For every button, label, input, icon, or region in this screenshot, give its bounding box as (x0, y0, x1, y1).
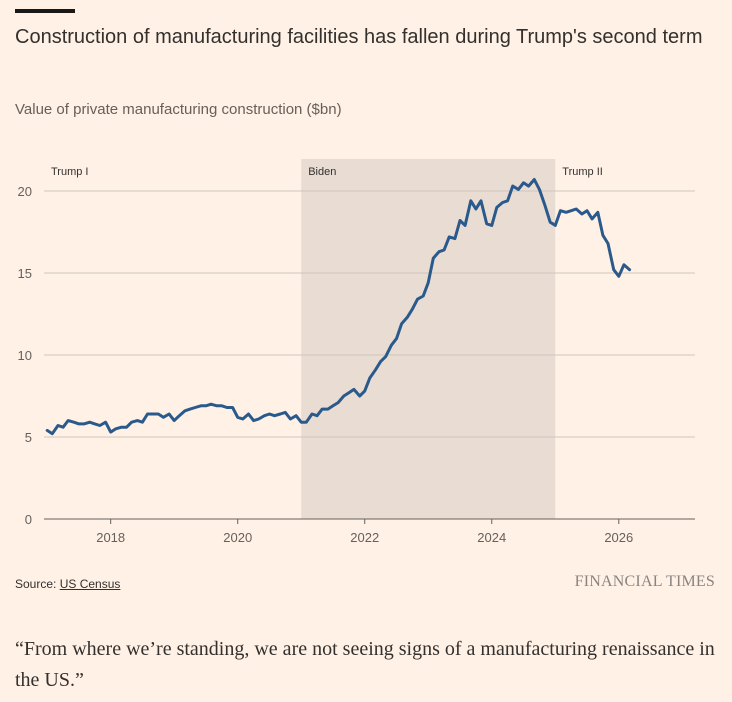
x-tick-label: 2026 (604, 530, 633, 545)
source-label: Source: (15, 577, 60, 591)
line-chart: 0 5 10 15 20 2018 2020 2022 2024 2026 Trump I Biden… (18, 159, 695, 545)
x-tick-label: 2022 (350, 530, 379, 545)
period-shade (301, 159, 556, 519)
x-tick-label: 2024 (477, 530, 506, 545)
source-link[interactable]: US Census (59, 577, 121, 591)
y-tick-label: 20 (18, 184, 32, 199)
period-label: Trump II (562, 166, 603, 178)
header-rule (15, 9, 75, 13)
brand-wordmark: FINANCIAL TIMES (574, 573, 715, 590)
y-tick-label: 5 (25, 430, 32, 445)
pull-quote: “From where we’re standing, we are not s… (15, 638, 715, 691)
chart-subtitle: Value of private manufacturing construct… (15, 101, 342, 118)
y-tick-label: 10 (18, 348, 32, 363)
chart-title: Construction of manufacturing facilities… (15, 26, 703, 48)
y-tick-label: 15 (18, 266, 32, 281)
y-tick-label: 0 (25, 512, 32, 527)
x-tick-label: 2020 (223, 530, 252, 545)
x-tick-label: 2018 (96, 530, 125, 545)
period-label: Trump I (51, 166, 89, 178)
period-label: Biden (308, 166, 336, 178)
source-note: Source: US Census (15, 577, 120, 591)
series-line (45, 178, 632, 436)
